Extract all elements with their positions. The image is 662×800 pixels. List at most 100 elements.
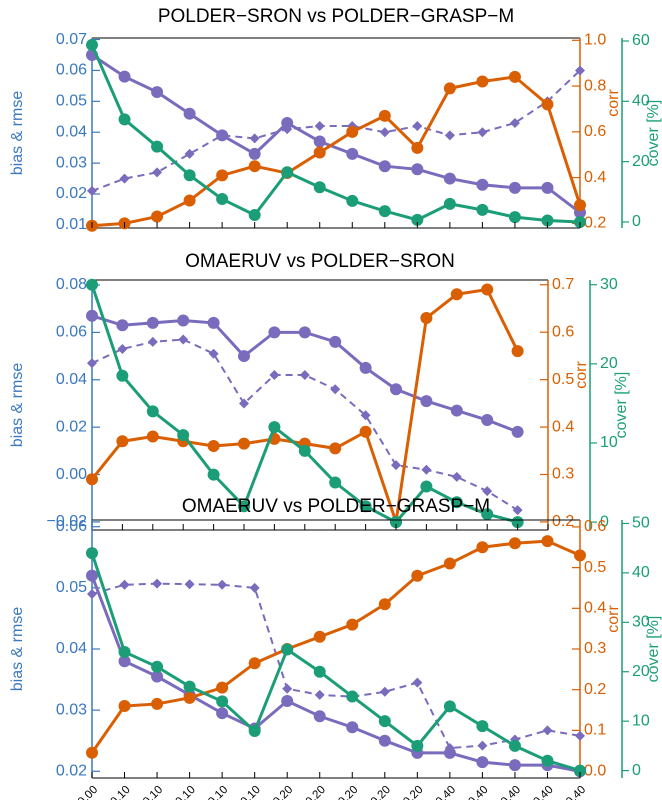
circle-marker — [151, 670, 164, 683]
diamond-marker — [282, 683, 293, 694]
diamond-marker — [269, 370, 280, 381]
circle-marker — [151, 210, 164, 223]
circle-marker — [151, 697, 164, 710]
y2-axis-label: corr — [573, 361, 590, 389]
circle-marker — [378, 109, 391, 122]
series-line — [90, 44, 581, 224]
y-tick-label: 0.2 — [584, 681, 606, 698]
circle-marker — [378, 160, 391, 173]
circle-marker — [511, 516, 524, 529]
series-line — [91, 69, 581, 192]
circle-marker — [207, 316, 220, 329]
circle-marker — [248, 147, 261, 160]
y-axis-label: bias & rmse — [9, 363, 26, 448]
circle-marker — [481, 283, 494, 296]
y2-axis-label: corr — [605, 605, 622, 633]
diamond-marker — [87, 358, 97, 369]
circle-marker — [281, 643, 294, 656]
circle-marker — [86, 547, 98, 560]
y-tick-label: 0.8 — [584, 77, 606, 94]
circle-marker — [541, 754, 554, 767]
circle-marker — [481, 508, 494, 521]
y-tick-label: 30 — [632, 614, 650, 631]
circle-marker — [116, 369, 129, 382]
circle-marker — [298, 444, 311, 457]
circle-marker — [248, 209, 261, 222]
circle-marker — [313, 181, 326, 194]
y-tick-label: 0.03 — [56, 701, 87, 718]
y-tick-label: 0.00 — [56, 466, 87, 483]
circle-marker — [574, 199, 586, 212]
diamond-marker — [575, 65, 585, 76]
series-line — [90, 552, 581, 773]
diamond-marker — [184, 579, 195, 590]
y-tick-label: 20 — [632, 663, 650, 680]
circle-marker — [443, 557, 456, 570]
y-tick-label: 0.01 — [56, 216, 87, 233]
y-tick-label: 20 — [600, 355, 618, 372]
y-tick-label: 0.04 — [56, 371, 87, 388]
circle-marker — [329, 476, 342, 489]
series-line — [91, 75, 582, 228]
y-tick-label: 0.02 — [56, 418, 87, 435]
chart-title: OMAERUV vs POLDER−GRASP−M — [182, 496, 490, 517]
circle-marker — [476, 178, 489, 191]
circle-marker — [450, 288, 463, 301]
circle-marker — [268, 326, 281, 339]
circle-marker — [390, 516, 402, 529]
circle-marker — [86, 746, 98, 759]
circle-marker — [281, 116, 294, 129]
circle-marker — [508, 759, 521, 772]
y-tick-label: 0.4 — [584, 600, 606, 617]
circle-marker — [450, 496, 463, 509]
diamond-marker — [147, 336, 158, 347]
diamond-marker — [477, 740, 488, 751]
circle-marker — [216, 129, 229, 142]
y-tick-label: 50 — [632, 515, 650, 532]
circle-marker — [476, 203, 489, 216]
circle-marker — [346, 147, 359, 160]
circle-marker — [574, 764, 586, 777]
circle-marker — [146, 405, 159, 418]
circle-marker — [443, 172, 456, 185]
y-axis-label: bias & rmse — [9, 91, 26, 176]
circle-marker — [151, 660, 164, 673]
circle-marker — [313, 146, 326, 159]
diamond-marker — [451, 471, 462, 482]
circle-marker — [359, 425, 372, 438]
y-tick-label: 10 — [600, 434, 618, 451]
y-tick-label: 0 — [600, 513, 609, 530]
diamond-marker — [412, 677, 423, 688]
circle-marker — [118, 645, 131, 658]
diamond-marker — [178, 334, 189, 345]
y3-axis-label: cover [%] — [613, 372, 630, 439]
series-line — [91, 53, 581, 214]
circle-marker — [329, 442, 342, 455]
circle-marker — [346, 690, 359, 703]
circle-marker — [378, 205, 391, 218]
circle-marker — [476, 720, 489, 733]
circle-marker — [541, 535, 554, 548]
circle-marker — [216, 169, 229, 182]
chart-title: OMAERUV vs POLDER−SRON — [185, 251, 455, 272]
y3-axis-label: cover [%] — [645, 616, 662, 683]
circle-marker — [481, 414, 494, 427]
diamond-marker — [391, 460, 401, 471]
circle-marker — [146, 430, 159, 443]
y-axis-label: bias & rmse — [9, 607, 26, 692]
circle-marker — [411, 739, 424, 752]
diamond-marker — [512, 505, 523, 516]
series-line — [90, 575, 581, 773]
circle-marker — [118, 113, 131, 126]
circle-marker — [411, 163, 424, 176]
circle-marker — [511, 425, 524, 438]
y-tick-label: 0.6 — [584, 123, 606, 140]
y-tick-label: −0.02 — [47, 513, 88, 530]
diamond-marker — [482, 486, 493, 497]
series-line — [91, 338, 519, 511]
circle-marker — [420, 311, 433, 324]
diamond-marker — [314, 121, 325, 132]
y-tick-label: 0.5 — [584, 559, 606, 576]
circle-marker — [508, 70, 521, 83]
